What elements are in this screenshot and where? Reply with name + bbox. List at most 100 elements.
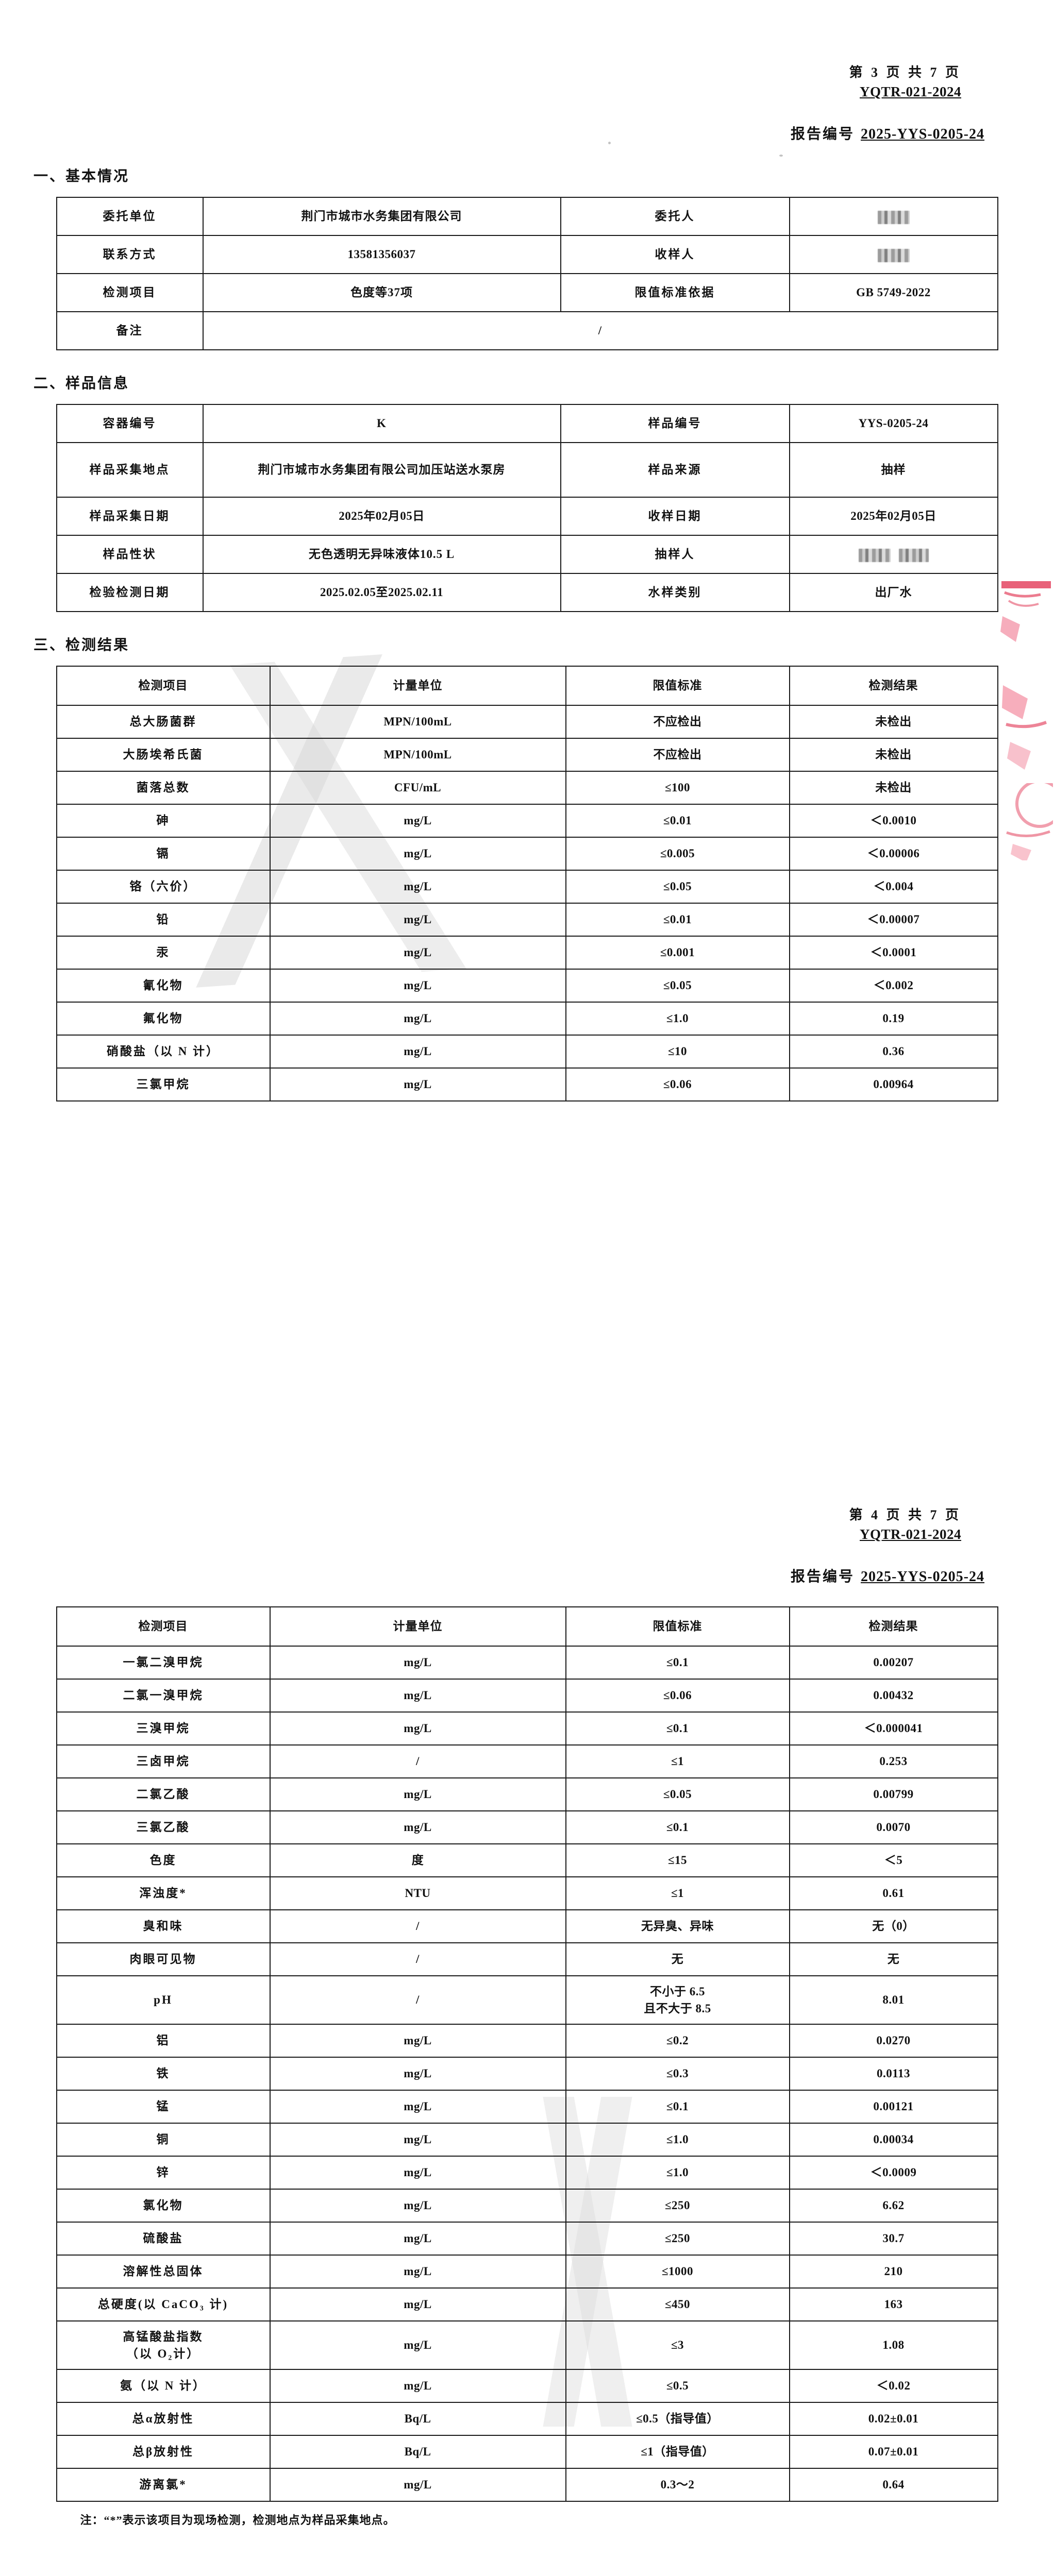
table-row: 浑浊度* NTU ≤1 0.61: [56, 1876, 998, 1910]
result-limit: ≤0.06: [565, 1067, 790, 1101]
result-limit: ≤0.1: [565, 1646, 790, 1680]
report-number-label: 报告编号: [790, 1569, 855, 1585]
table-row: 铁 mg/L ≤0.3 0.0113: [56, 2057, 998, 2091]
table-row: 检测项目 色度等37项 限值标准依据 GB 5749-2022: [56, 273, 998, 312]
table-row: pH / 不小于 6.5 且不大于 8.5 8.01: [56, 1975, 998, 2025]
result-value: 0.61: [789, 1876, 998, 1910]
table-row: 锰 mg/L ≤0.1 0.00121: [56, 2090, 998, 2124]
result-value: 1.08: [789, 2320, 998, 2370]
page-header-block: 第 4 页 共 7 页 YQTR-021-2024: [28, 1504, 1026, 1543]
row-value-remark: /: [202, 311, 998, 350]
row-value-receiver-redacted: [789, 235, 998, 274]
result-item-name: 溶解性总固体: [56, 2255, 271, 2289]
result-item-name: 总β放射性: [56, 2435, 271, 2469]
result-value: 0.36: [789, 1035, 998, 1069]
result-value: 0.0113: [789, 2057, 998, 2091]
result-unit: mg/L: [269, 804, 566, 838]
result-item-name: 浑浊度*: [56, 1876, 271, 1910]
result-value: 163: [789, 2287, 998, 2321]
result-unit: mg/L: [269, 2320, 566, 2370]
table-row: 铅 mg/L ≤0.01 ＜0.00007: [56, 903, 998, 937]
table-row: 溶解性总固体 mg/L ≤1000 210: [56, 2255, 998, 2289]
redacted-name-block: [877, 249, 910, 263]
result-item-name: 总硬度(以 CaCO₃ 计): [56, 2287, 271, 2321]
result-unit: /: [269, 1975, 566, 2025]
section-heading-sample-info: 二、样品信息: [34, 376, 130, 392]
result-value: 0.00432: [789, 1679, 998, 1713]
table-row: 色度度 ≤15 ＜5: [56, 1843, 998, 1877]
result-item-name: 色度: [56, 1843, 271, 1877]
report-number-line: 报告编号 2025-YYS-0205-24: [28, 123, 1026, 143]
report-page-3: 第 3 页 共 7 页 YQTR-021-2024 报告编号 2025-YYS-0…: [28, 65, 1053, 1101]
result-item-name: 硝酸盐（以 N 计）: [56, 1035, 271, 1069]
result-unit: mg/L: [269, 2156, 566, 2190]
result-item-name: 二氯一溴甲烷: [56, 1679, 271, 1713]
result-limit: ≤0.01: [565, 804, 790, 838]
result-unit: mg/L: [269, 1067, 566, 1101]
row-label-test-date: 检验检测日期: [56, 573, 204, 612]
result-value: 0.00121: [789, 2090, 998, 2124]
result-value: 0.253: [789, 1744, 998, 1778]
result-limit: ≤0.1: [565, 1711, 790, 1745]
result-value: ＜0.00007: [789, 903, 998, 937]
row-value-contact: 13581356037: [202, 235, 561, 274]
result-item-name: 臭和味: [56, 1909, 271, 1943]
result-value: 0.64: [789, 2468, 998, 2502]
row-value-test-date: 2025.02.05至2025.02.11: [202, 573, 561, 612]
row-value-collect-date: 2025年02月05日: [202, 497, 561, 536]
document-code: YQTR-021-2024: [860, 84, 961, 99]
result-limit: ≤1.0: [565, 2156, 790, 2190]
result-unit: mg/L: [269, 2189, 566, 2223]
result-value: 0.19: [789, 1002, 998, 1036]
table-row: 一氯二溴甲烷 mg/L ≤0.1 0.00207: [56, 1646, 998, 1680]
result-value: 0.07±0.01: [789, 2435, 998, 2469]
result-unit: mg/L: [269, 2090, 566, 2124]
result-item-name: 三氯甲烷: [56, 1067, 271, 1101]
result-limit: 不应检出: [565, 705, 790, 739]
table-row: 臭和味 / 无异臭、异味 无（0）: [56, 1909, 998, 1943]
result-limit: 不应检出: [565, 738, 790, 772]
col-header-limit: 限值标准: [565, 666, 790, 706]
result-value: ＜0.0010: [789, 804, 998, 838]
result-value: 未检出: [789, 705, 998, 739]
row-value-receive-date: 2025年02月05日: [789, 497, 998, 536]
table-row: 样品采集日期 2025年02月05日 收样日期 2025年02月05日: [56, 497, 998, 536]
result-item-name: 菌落总数: [56, 771, 271, 805]
result-unit: /: [269, 1744, 566, 1778]
row-value-client-person-redacted: [789, 197, 998, 236]
result-item-name: 铅: [56, 903, 271, 937]
result-item-name: 氯化物: [56, 2189, 271, 2223]
row-label-limit-standard: 限值标准依据: [560, 273, 790, 312]
table-row: 检验检测日期 2025.02.05至2025.02.11 水样类别 出厂水: [56, 573, 998, 612]
result-value: 6.62: [789, 2189, 998, 2223]
result-value: 无: [789, 1942, 998, 1976]
result-item-name: 高锰酸盐指数 （以 O₂计）: [56, 2320, 271, 2370]
row-value-test-items: 色度等37项: [202, 273, 561, 312]
result-limit: ≤0.01: [565, 903, 790, 937]
result-unit: mg/L: [269, 2024, 566, 2058]
row-value-container-no: K: [202, 404, 561, 443]
result-limit: ≤15: [565, 1843, 790, 1877]
table-row: 样品采集地点 荆门市城市水务集团有限公司加压站送水泵房 样品来源 抽样: [56, 442, 998, 498]
row-value-sample-property: 无色透明无异味液体10.5 L: [202, 535, 561, 574]
row-value-limit-standard: GB 5749-2022: [789, 273, 998, 312]
row-label-client-unit: 委托单位: [56, 197, 204, 236]
sample-info-table: 容器编号 K 样品编号 YYS-0205-24 样品采集地点 荆门市城市水务集团…: [56, 404, 998, 612]
table-row: 氰化物 mg/L ≤0.05 ＜0.002: [56, 969, 998, 1003]
redacted-name-block: [898, 549, 929, 563]
results-table-page3: 检测项目 计量单位 限值标准 检测结果 总大肠菌群 MPN/100mL 不应检出 未检…: [56, 666, 998, 1101]
redacted-name-block: [877, 211, 910, 225]
result-limit: ≤0.06: [565, 1679, 790, 1713]
table-row: 容器编号 K 样品编号 YYS-0205-24: [56, 404, 998, 443]
table-row: 氨（以 N 计） mg/L ≤0.5 ＜0.02: [56, 2369, 998, 2403]
report-page-4: 第 4 页 共 7 页 YQTR-021-2024 报告编号 2025-YYS-0…: [0, 1437, 1054, 2576]
row-label-remark: 备注: [56, 311, 204, 350]
result-limit: ≤0.3: [565, 2057, 790, 2091]
result-item-name: 铜: [56, 2123, 271, 2157]
result-value: ＜0.00006: [789, 837, 998, 871]
row-label-client-person: 委托人: [560, 197, 790, 236]
result-limit: ≤1（指导值）: [565, 2435, 790, 2469]
row-value-sample-no: YYS-0205-24: [789, 404, 998, 443]
result-item-name: 铁: [56, 2057, 271, 2091]
result-limit: ≤0.1: [565, 2090, 790, 2124]
